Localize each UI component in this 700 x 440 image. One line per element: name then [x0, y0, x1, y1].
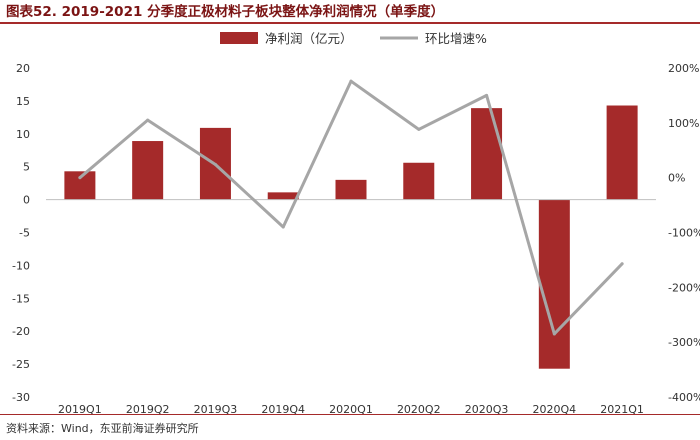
right-axis-tick-label: -300% [668, 336, 700, 349]
chart-title: 图表52. 2019-2021 分季度正极材料子板块整体净利润情况（单季度） [6, 4, 445, 20]
footer-divider [0, 414, 700, 415]
left-axis-tick-label: -10 [12, 259, 30, 272]
right-axis-tick-label: 200% [668, 62, 699, 75]
x-axis-tick-label: 2020Q4 [533, 403, 577, 416]
bar-2019Q1 [64, 171, 96, 200]
right-axis-tick-label: -200% [668, 281, 700, 294]
bar-2020Q2 [403, 162, 435, 200]
growth-point-2019Q2 [146, 118, 150, 122]
growth-point-2020Q1 [349, 79, 353, 83]
x-axis-tick-label: 2019Q3 [194, 403, 238, 416]
title-divider [0, 22, 700, 24]
growth-point-2019Q3 [213, 163, 217, 167]
growth-point-2020Q4 [552, 332, 556, 336]
source-note: 资料来源：Wind，东亚前海证券研究所 [6, 422, 199, 435]
growth-point-2019Q1 [78, 176, 82, 180]
bar-2020Q3 [471, 108, 503, 200]
legend-bar-label: 净利润（亿元） [265, 31, 353, 46]
left-axis-tick-label: 15 [16, 95, 30, 108]
left-axis-tick-label: 20 [16, 62, 30, 75]
x-axis-tick-label: 2021Q1 [600, 403, 644, 416]
bar-2019Q4 [267, 192, 299, 200]
growth-point-2020Q3 [485, 93, 489, 97]
bar-2020Q4 [538, 199, 570, 369]
bar-2021Q1 [606, 105, 638, 200]
bar-2020Q1 [335, 179, 367, 200]
x-axis-tick-label: 2020Q1 [329, 403, 373, 416]
x-axis-tick-label: 2019Q1 [58, 403, 102, 416]
left-axis-tick-label: 5 [23, 161, 30, 174]
x-axis-tick-label: 2020Q2 [397, 403, 441, 416]
left-axis-tick-label: -30 [12, 391, 30, 404]
left-axis-tick-label: -20 [12, 325, 30, 338]
legend-bar-swatch [220, 32, 258, 44]
growth-point-2019Q4 [281, 225, 285, 229]
growth-point-2021Q1 [620, 262, 624, 266]
left-axis-tick-label: -5 [19, 227, 30, 240]
bar-2019Q2 [132, 141, 164, 200]
left-axis-tick-label: 10 [16, 128, 30, 141]
growth-point-2020Q2 [417, 127, 421, 131]
x-axis-tick-label: 2019Q2 [126, 403, 170, 416]
right-axis-tick-label: -100% [668, 227, 700, 240]
x-axis-tick-label: 2019Q4 [261, 403, 305, 416]
right-axis-tick-label: 100% [668, 117, 699, 130]
left-axis-tick-label: -15 [12, 292, 30, 305]
x-axis-tick-label: 2020Q3 [465, 403, 509, 416]
left-axis-tick-label: -25 [12, 358, 30, 371]
left-axis-tick-label: 0 [23, 194, 30, 207]
legend-line-label: 环比增速% [425, 31, 487, 46]
right-axis-tick-label: -400% [668, 391, 700, 404]
right-axis-tick-label: 0% [668, 172, 685, 185]
